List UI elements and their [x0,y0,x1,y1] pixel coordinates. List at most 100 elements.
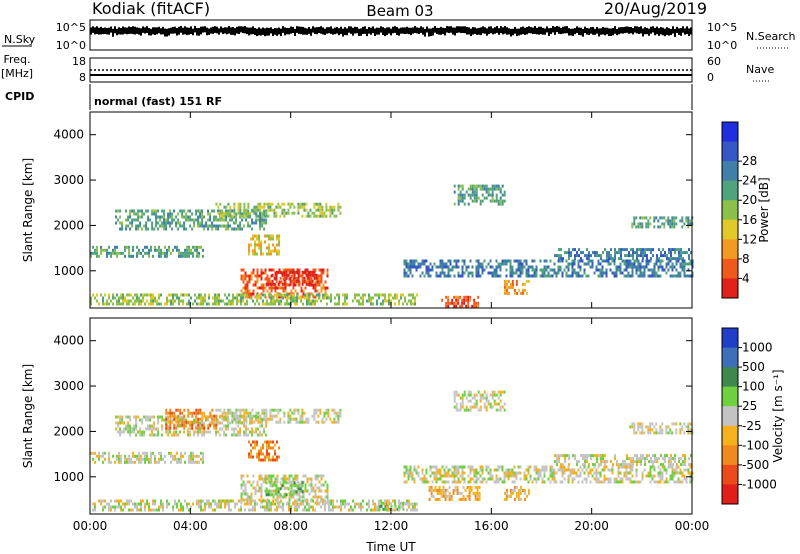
echo-cell [597,471,600,475]
nsky-sample [552,26,554,33]
echo-cell [246,295,249,299]
echo-cell [170,454,172,458]
echo-cell [169,426,172,430]
echo-cell [519,465,522,469]
echo-cell [121,224,124,228]
echo-cell [682,460,684,464]
echo-cell [185,424,188,428]
echo-cell [174,454,176,458]
echo-cell [237,202,240,206]
echo-cell [687,471,690,475]
echo-cell [553,271,556,275]
nsky-sample [252,26,254,35]
nsky-sample [426,26,428,33]
echo-cell [659,216,662,220]
echo-cell [171,227,174,231]
echo-cell [236,302,238,306]
echo-cell [613,259,616,263]
echo-cell [489,271,492,275]
echo-cell [469,184,472,188]
echo-cell [171,418,174,422]
echo-cell [511,282,514,286]
echo-cell [190,451,192,455]
echo-cell [119,227,122,231]
echo-cell [451,471,454,475]
echo-cell [267,205,270,209]
echo-cell [463,465,466,469]
nsky-sample [344,27,346,36]
echo-cell [289,484,292,488]
nsky-sample [616,28,618,36]
echo-cell [265,408,268,412]
echo-cell [260,271,263,275]
echo-cell [176,457,178,461]
echo-cell [497,402,500,406]
echo-cell [273,211,276,215]
echo-cell [195,411,198,415]
echo-cell [256,271,259,275]
echo-cell [461,474,464,478]
echo-cell [247,209,250,213]
echo-cell [306,280,309,284]
echo-cell [537,468,540,472]
echo-cell [455,468,458,472]
echo-cell [258,286,261,290]
echo-cell [244,277,247,281]
echo-cell [272,237,274,241]
echo-cell [403,268,406,272]
echo-cell [301,490,304,494]
echo-cell [265,282,268,286]
echo-cell [259,424,262,428]
echo-cell [513,288,516,292]
echo-cell [328,499,330,503]
echo-cell [473,396,476,400]
echo-cell [104,451,106,455]
nsky-sample [566,26,568,34]
echo-cell [657,268,660,272]
echo-cell [573,262,576,266]
echo-cell [100,248,102,252]
echo-cell [405,468,408,472]
echo-cell [157,415,160,419]
echo-cell [684,454,686,458]
echo-cell [135,427,138,431]
echo-cell [406,499,408,503]
echo-cell [270,477,273,481]
echo-cell [293,273,296,277]
echo-cell [257,433,260,437]
echo-cell [246,293,248,297]
echo-cell [405,265,408,269]
echo-cell [261,224,264,228]
echo-cell [219,218,222,222]
echo-cell [561,474,564,478]
echo-cell [220,299,222,303]
echo-cell [585,477,588,481]
echo-cell [125,218,128,222]
echo-cell [188,299,190,303]
echo-cell [599,268,602,272]
echo-cell [625,468,628,472]
echo-cell [277,411,280,415]
echo-cell [429,268,432,272]
echo-cell [471,271,474,275]
echo-cell [467,474,470,478]
echo-cell [685,477,688,481]
echo-cell [152,293,154,297]
echo-cell [211,417,214,421]
echo-cell [275,414,278,418]
nsky-sample [622,27,624,34]
echo-cell [437,265,440,269]
echo-cell [479,262,482,266]
echo-cell [456,488,459,492]
echo-cell [104,457,106,461]
echo-cell [250,277,253,281]
echo-cell [519,488,522,492]
echo-cell [445,465,448,469]
colorbar-tick-label: 100 [742,380,765,394]
echo-cell [114,251,116,255]
echo-cell [284,295,287,299]
echo-cell [457,202,460,206]
echo-cell [681,480,684,484]
nsky-sample [174,26,176,34]
echo-cell [579,259,582,263]
